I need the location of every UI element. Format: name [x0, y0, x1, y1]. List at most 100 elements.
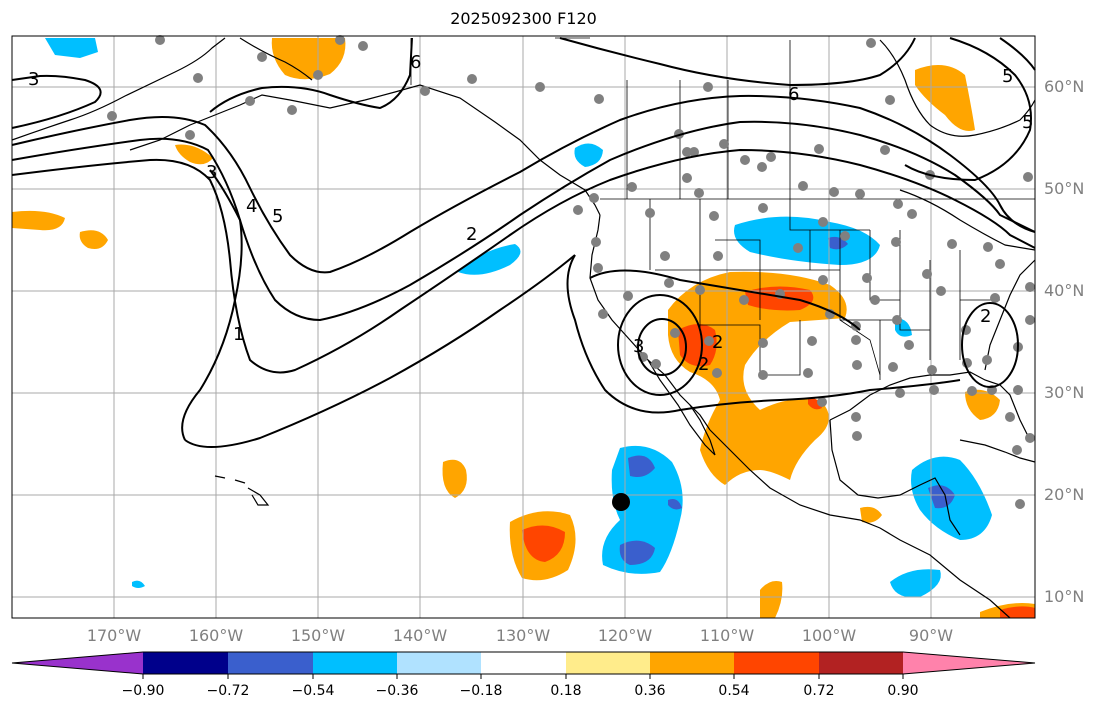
contour-line [11, 94, 1036, 274]
contour-label: 5 [1002, 66, 1013, 87]
contour-line [559, 37, 916, 87]
closed-contour [961, 302, 1019, 388]
closed-contour [637, 318, 687, 376]
lon-label: 150°W [290, 626, 346, 645]
colorbar-segment [819, 652, 904, 674]
lon-label: 130°W [495, 626, 551, 645]
colorbar-tick-label: 0.36 [634, 683, 666, 699]
negative-anomaly-area [132, 580, 145, 588]
colorbar-segment [228, 652, 313, 674]
contour-label: 2 [698, 354, 709, 375]
lon-label: 100°W [801, 626, 857, 645]
contour-label: 1 [233, 324, 244, 345]
lon-label: 160°W [188, 626, 244, 645]
lat-label: 10°N [1044, 587, 1085, 606]
colorbar-tick-label: 0.72 [803, 683, 835, 699]
lon-label: 90°W [908, 626, 954, 645]
positive-anomaly-area [522, 525, 565, 562]
negative-anomaly-area [668, 499, 682, 510]
contour-label: 3 [28, 69, 39, 90]
positive-anomaly-area [760, 581, 783, 618]
contour-label: 2 [466, 224, 477, 245]
contour-label: 4 [246, 196, 257, 217]
colorbar-segment [566, 652, 651, 674]
closed-contour [617, 294, 703, 396]
colorbar-tick-label: 0.90 [887, 683, 919, 699]
contour-label: 6 [410, 52, 421, 73]
colorbar-tick-label: −0.18 [459, 683, 503, 699]
negative-anomaly-area [928, 485, 955, 509]
positive-anomaly-area [678, 324, 717, 367]
lon-label: 140°W [392, 626, 448, 645]
positive-anomaly-area [965, 389, 1000, 420]
negative-anomaly-area [458, 244, 521, 275]
colorbar-segment [650, 652, 735, 674]
contour-line [999, 37, 1036, 71]
positive-anomaly-area [808, 397, 822, 410]
map-frame [11, 35, 1036, 619]
political-borders [410, 37, 1035, 380]
colorbar-extend-high [903, 652, 1035, 674]
station-markers [107, 35, 1035, 509]
negative-anomaly-area [628, 455, 655, 477]
contour-line [11, 74, 102, 129]
colorbar-segment [481, 652, 566, 674]
contour-label: 3 [206, 162, 217, 183]
contour-label: 2 [980, 306, 991, 327]
contour-label-group: 3 6 6 5 3 4 5 2 1 2 3 2 2 5 [28, 52, 1033, 375]
lat-label: 40°N [1044, 281, 1085, 300]
colorbar-segment [313, 652, 398, 674]
negative-anomaly-area [734, 216, 880, 265]
contour-line [11, 148, 1036, 374]
plot-title: 2025092300 F120 [450, 9, 597, 28]
negative-anomaly-area [619, 540, 655, 565]
colorbar-extend-low [12, 652, 143, 674]
positive-anomaly-area [860, 506, 882, 523]
colorbar-tick-label: 0.18 [550, 683, 582, 699]
colorbar [11, 651, 1036, 679]
contour-line [904, 37, 1032, 182]
contour-label: 2 [712, 332, 723, 353]
coastlines [11, 37, 1036, 619]
positive-anomaly-area [79, 230, 108, 249]
contour-line [11, 120, 1036, 322]
lat-label: 60°N [1044, 77, 1085, 96]
colorbar-segment [143, 652, 228, 674]
lat-label: 20°N [1044, 485, 1085, 504]
location-marker [612, 493, 630, 511]
colorbar-tick-label: −0.36 [375, 683, 419, 699]
positive-anomaly-area [1000, 606, 1035, 618]
positive-anomaly-area [915, 65, 975, 131]
negative-anomaly-area [574, 143, 603, 167]
contour-label: 5 [272, 206, 283, 227]
contour-line [589, 269, 861, 331]
contour-label: 6 [788, 84, 799, 105]
colorbar-tick-label: −0.54 [291, 683, 335, 699]
lat-label: 30°N [1044, 383, 1085, 402]
contour-label: 5 [1022, 112, 1033, 133]
lat-label: 50°N [1044, 179, 1085, 198]
positive-anomaly-area [442, 459, 467, 498]
colorbar-tick-label: −0.90 [121, 683, 165, 699]
positive-anomaly-area [12, 210, 65, 231]
lon-label: 110°W [699, 626, 755, 645]
lon-label: 170°W [86, 626, 142, 645]
colorbar-tick-label: −0.72 [206, 683, 250, 699]
contour-line [209, 37, 413, 113]
negative-anomaly-area [602, 445, 683, 574]
graticule [12, 36, 1035, 618]
positive-anomaly-area [271, 38, 346, 80]
contour-line [566, 254, 961, 414]
colorbar-tick-label: 0.54 [718, 683, 750, 699]
negative-anomaly-area [890, 569, 941, 598]
negative-anomaly-area [45, 38, 98, 58]
contour-line [184, 254, 576, 449]
colorbar-segment [734, 652, 819, 674]
contour-lines [11, 37, 1036, 449]
lon-label: 120°W [597, 626, 653, 645]
colorbar-segment [397, 652, 482, 674]
positive-anomaly-area [175, 144, 213, 165]
contour-label: 3 [633, 336, 644, 357]
contour-line [181, 169, 243, 441]
